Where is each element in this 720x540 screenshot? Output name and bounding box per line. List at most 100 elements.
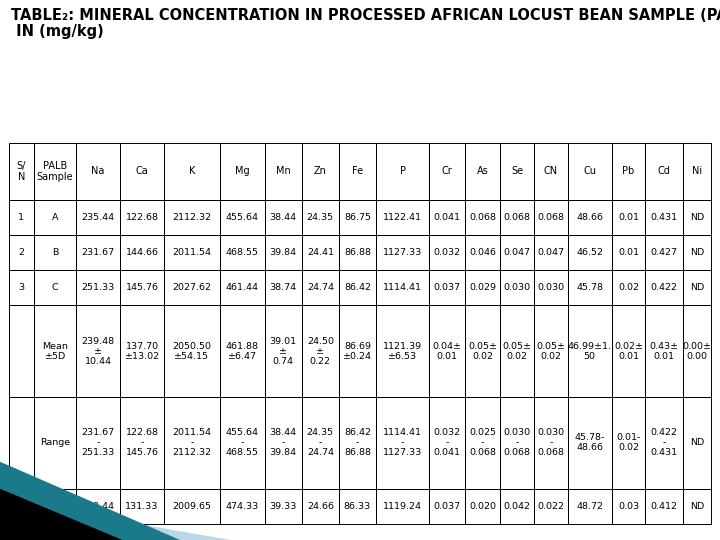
Bar — [264, 270, 302, 305]
Bar — [34, 235, 76, 270]
Text: 86.88: 86.88 — [344, 248, 371, 257]
Text: 455.64
-
468.55: 455.64 - 468.55 — [225, 428, 258, 457]
Text: 239.48
±
10.44: 239.48 ± 10.44 — [81, 336, 114, 366]
Bar — [464, 489, 500, 524]
Bar — [164, 397, 220, 489]
Bar — [534, 143, 568, 199]
Bar — [339, 489, 376, 524]
Text: Na: Na — [91, 166, 105, 176]
Text: 45.78: 45.78 — [576, 283, 603, 292]
Bar — [164, 489, 220, 524]
Text: 46.52: 46.52 — [576, 248, 603, 257]
Bar — [464, 143, 500, 199]
Text: 39.84: 39.84 — [269, 248, 297, 257]
Text: 1119.24: 1119.24 — [383, 502, 422, 511]
Text: 461.44: 461.44 — [225, 283, 258, 292]
Text: Range: Range — [40, 438, 70, 447]
Text: 235.44: 235.44 — [81, 213, 114, 221]
Text: 0.04±
0.01: 0.04± 0.01 — [433, 341, 462, 361]
Text: K: K — [189, 166, 195, 176]
Text: 1: 1 — [18, 213, 24, 221]
Text: 0.047: 0.047 — [503, 248, 531, 257]
Bar — [464, 305, 500, 397]
Bar — [464, 199, 500, 235]
Bar — [302, 270, 339, 305]
Text: 468.55: 468.55 — [225, 248, 258, 257]
Text: 0.020: 0.020 — [469, 502, 496, 511]
Bar — [264, 143, 302, 199]
Bar — [76, 397, 120, 489]
Text: 1121.39
±6.53: 1121.39 ±6.53 — [383, 341, 422, 361]
Bar — [500, 397, 534, 489]
Text: As: As — [477, 166, 488, 176]
Text: 0.030
-
0.068: 0.030 - 0.068 — [503, 428, 531, 457]
Text: 0.05±
0.02: 0.05± 0.02 — [536, 341, 565, 361]
Text: 251.33: 251.33 — [81, 283, 114, 292]
Text: A: A — [52, 213, 58, 221]
Text: 474.33: 474.33 — [225, 502, 258, 511]
Bar — [612, 305, 646, 397]
Text: 0.041: 0.041 — [433, 213, 461, 221]
Text: 0.01-
0.02: 0.01- 0.02 — [616, 433, 641, 453]
Text: 38.44
-
39.84: 38.44 - 39.84 — [269, 428, 297, 457]
Bar — [120, 489, 164, 524]
Bar — [646, 235, 683, 270]
Text: Ni: Ni — [692, 166, 702, 176]
Text: 86.42: 86.42 — [344, 283, 371, 292]
Bar — [220, 489, 264, 524]
Text: 38.74: 38.74 — [269, 283, 297, 292]
Text: 0.427: 0.427 — [651, 248, 678, 257]
Text: 86.69
±0.24: 86.69 ±0.24 — [343, 341, 372, 361]
Text: 0.422: 0.422 — [651, 283, 678, 292]
Bar — [9, 143, 34, 199]
Text: Mn: Mn — [276, 166, 290, 176]
Text: B: B — [52, 248, 58, 257]
Bar — [646, 199, 683, 235]
Bar — [376, 305, 429, 397]
Bar — [534, 270, 568, 305]
Text: 0.025
-
0.068: 0.025 - 0.068 — [469, 428, 496, 457]
Text: 0.431: 0.431 — [650, 213, 678, 221]
Bar — [683, 235, 711, 270]
Text: 0.047: 0.047 — [537, 248, 564, 257]
Text: Cu: Cu — [583, 166, 596, 176]
Text: 122.68
-
145.76: 122.68 - 145.76 — [125, 428, 158, 457]
Text: 131.33: 131.33 — [125, 502, 159, 511]
Bar — [220, 270, 264, 305]
Text: 231.67: 231.67 — [81, 248, 114, 257]
Bar — [76, 199, 120, 235]
Bar — [120, 143, 164, 199]
Bar — [34, 270, 76, 305]
Bar — [612, 235, 646, 270]
Text: S/
N: S/ N — [17, 161, 26, 182]
Bar — [302, 305, 339, 397]
Text: 2011.54: 2011.54 — [172, 248, 212, 257]
Bar — [120, 235, 164, 270]
Bar — [683, 270, 711, 305]
Bar — [464, 397, 500, 489]
Bar — [120, 397, 164, 489]
Text: 46.99±1.
50: 46.99±1. 50 — [568, 341, 612, 361]
Bar — [683, 489, 711, 524]
Bar — [429, 305, 464, 397]
Text: 24.35: 24.35 — [307, 213, 334, 221]
Text: 24.66: 24.66 — [307, 502, 334, 511]
Text: 0.01: 0.01 — [618, 213, 639, 221]
Bar — [220, 143, 264, 199]
Bar — [339, 235, 376, 270]
Bar — [376, 489, 429, 524]
Bar — [9, 489, 34, 524]
Bar — [164, 235, 220, 270]
Bar — [120, 199, 164, 235]
Bar — [9, 199, 34, 235]
Bar — [9, 305, 34, 397]
Text: 39.33: 39.33 — [269, 502, 297, 511]
Bar — [76, 143, 120, 199]
Bar — [376, 143, 429, 199]
Bar — [500, 235, 534, 270]
Bar — [534, 489, 568, 524]
Bar — [264, 235, 302, 270]
Bar — [34, 143, 76, 199]
Text: 0.022: 0.022 — [537, 502, 564, 511]
Text: TABLE₂: MINERAL CONCENTRATION IN PROCESSED AFRICAN LOCUST BEAN SAMPLE (PALB): TABLE₂: MINERAL CONCENTRATION IN PROCESS… — [11, 8, 720, 23]
